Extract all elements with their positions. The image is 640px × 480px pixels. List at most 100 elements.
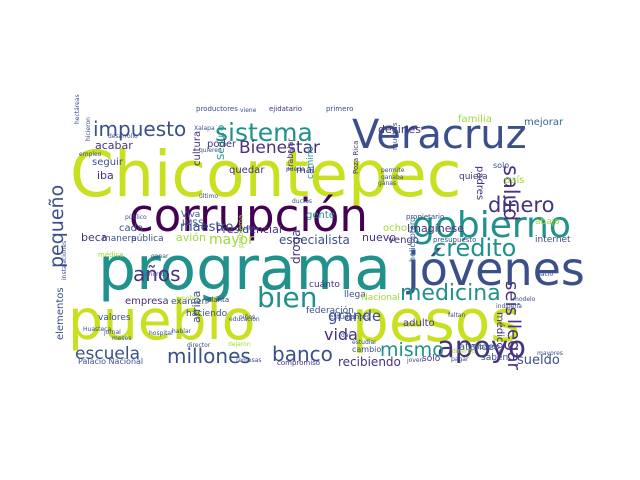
cloud-word-92: permite bbox=[381, 167, 405, 174]
cloud-word-12: medicina bbox=[400, 281, 501, 306]
cloud-word-32: recibiendo bbox=[338, 355, 401, 369]
cloud-word-51: abajo bbox=[535, 217, 560, 227]
cloud-word-130: hicieron bbox=[85, 117, 92, 141]
cloud-word-110: jornal bbox=[104, 329, 121, 336]
cloud-word-4: pesos bbox=[352, 287, 521, 355]
cloud-word-27: maestro bbox=[180, 220, 234, 235]
cloud-word-76: IMSS bbox=[182, 219, 204, 229]
cloud-word-31: sueldo bbox=[517, 353, 560, 368]
cloud-word-116: joven bbox=[407, 357, 424, 364]
cloud-word-61: atender bbox=[459, 342, 499, 353]
cloud-word-15: millones bbox=[167, 344, 251, 368]
cloud-word-1: programa bbox=[98, 234, 391, 304]
cloud-word-53: seguir bbox=[92, 157, 123, 168]
cloud-word-109: hospital bbox=[149, 330, 173, 337]
cloud-word-40: familia bbox=[458, 114, 492, 125]
cloud-word-123: ganar bbox=[151, 253, 169, 260]
cloud-word-37: droga bbox=[289, 229, 303, 264]
cloud-word-22: años bbox=[133, 262, 181, 286]
cloud-word-38: adulto bbox=[403, 318, 435, 329]
cloud-word-132: instalaciones bbox=[61, 240, 68, 280]
cloud-word-54: iba bbox=[97, 169, 114, 182]
cloud-word-111: meses bbox=[112, 335, 132, 342]
cloud-word-90: estudiantes bbox=[329, 313, 370, 321]
cloud-word-49: gente bbox=[306, 210, 335, 221]
cloud-word-91: muchas bbox=[391, 122, 399, 150]
cloud-word-83: helicóptero bbox=[408, 217, 417, 262]
cloud-word-107: director bbox=[187, 342, 211, 349]
cloud-word-89: planta bbox=[207, 296, 230, 304]
cloud-word-6: Veracruz bbox=[352, 112, 527, 158]
cloud-word-120: último bbox=[199, 193, 219, 200]
cloud-word-29: especialista bbox=[279, 233, 350, 247]
cloud-word-67: llega bbox=[344, 290, 366, 300]
cloud-word-0: Chicontepec bbox=[70, 138, 462, 211]
cloud-word-21: mismo bbox=[380, 339, 444, 361]
cloud-word-14: dinero bbox=[488, 193, 555, 217]
cloud-word-55: mal bbox=[296, 165, 315, 176]
cloud-word-75: pública bbox=[131, 234, 164, 244]
cloud-word-101: médica bbox=[98, 251, 124, 259]
cloud-word-59: poder bbox=[207, 139, 237, 150]
cloud-word-43: elementos bbox=[55, 287, 66, 340]
cloud-word-70: sólo bbox=[422, 354, 441, 364]
cloud-word-86: Tabasco bbox=[472, 343, 500, 351]
cloud-word-8: apoyo bbox=[437, 330, 526, 364]
cloud-word-65: valores bbox=[98, 313, 131, 323]
cloud-word-121: empleo bbox=[79, 151, 102, 158]
cloud-word-64: cuánto bbox=[309, 280, 340, 290]
cloud-word-77: Viva bbox=[181, 210, 201, 220]
cloud-word-10: impuesto bbox=[93, 117, 187, 141]
cloud-word-35: acabar bbox=[95, 139, 133, 152]
cloud-word-68: Nacional bbox=[361, 293, 400, 303]
cloud-word-20: escuela bbox=[75, 344, 141, 364]
cloud-word-5: jóvenes bbox=[407, 242, 585, 296]
cloud-word-131: hectáreas bbox=[74, 94, 81, 124]
cloud-word-129: dar bbox=[341, 332, 351, 339]
cloud-word-72: cambio bbox=[352, 345, 382, 354]
cloud-word-105: quieren bbox=[199, 147, 222, 154]
cloud-word-18: salud bbox=[499, 165, 523, 222]
cloud-word-96: Poza Rica bbox=[352, 140, 360, 174]
cloud-word-100: problema bbox=[237, 214, 245, 248]
cloud-word-30: Presidencial bbox=[216, 223, 282, 236]
cloud-word-7: gobierno bbox=[412, 205, 571, 246]
cloud-word-69: quiera bbox=[459, 172, 488, 182]
cloud-word-125: niños bbox=[239, 314, 256, 321]
cloud-word-17: Bienestar bbox=[239, 138, 321, 158]
cloud-word-33: Imagínese bbox=[407, 222, 464, 235]
cloud-word-88: presupuesto bbox=[433, 236, 477, 244]
cloud-word-46: beca bbox=[81, 231, 108, 244]
cloud-word-93: ganaba bbox=[381, 174, 404, 181]
cloud-word-56: ocho bbox=[383, 223, 408, 234]
cloud-word-134: dejaron bbox=[228, 341, 251, 348]
word-cloud-panel bbox=[66, 106, 576, 372]
cloud-word-47: cada bbox=[119, 223, 144, 234]
cloud-word-87: propietario bbox=[406, 213, 445, 221]
cloud-word-114: mayores bbox=[537, 350, 563, 357]
cloud-word-117: estudiar bbox=[352, 339, 377, 346]
cloud-word-82: primero bbox=[326, 105, 354, 113]
cloud-word-128: ductos bbox=[292, 198, 313, 205]
cloud-word-73: internet bbox=[535, 235, 571, 245]
cloud-word-118: modelo bbox=[513, 296, 536, 303]
cloud-word-41: mejorar bbox=[524, 117, 564, 128]
cloud-word-44: empresa bbox=[125, 296, 169, 307]
cloud-word-60: vengo bbox=[388, 235, 419, 246]
cloud-word-127: remesas bbox=[236, 357, 262, 364]
cloud-word-103: Xalapa bbox=[194, 125, 215, 132]
cloud-word-115: pagar bbox=[451, 356, 469, 363]
cloud-word-80: productores bbox=[196, 105, 238, 113]
cloud-word-98: público bbox=[125, 214, 147, 221]
cloud-word-81: ejidatario bbox=[269, 105, 303, 113]
cloud-word-85: compromiso bbox=[277, 359, 321, 367]
cloud-word-48: nuevo bbox=[362, 231, 396, 244]
cloud-word-52: país bbox=[504, 175, 525, 186]
cloud-word-26: grande bbox=[328, 307, 382, 325]
cloud-word-133: dinerito bbox=[452, 348, 476, 355]
cloud-word-13: bien bbox=[257, 281, 318, 314]
cloud-word-62: federación bbox=[306, 306, 354, 316]
cloud-word-124: pobre bbox=[182, 295, 200, 302]
cloud-word-113: nació bbox=[537, 271, 554, 278]
cloud-word-71: saben bbox=[481, 353, 509, 363]
